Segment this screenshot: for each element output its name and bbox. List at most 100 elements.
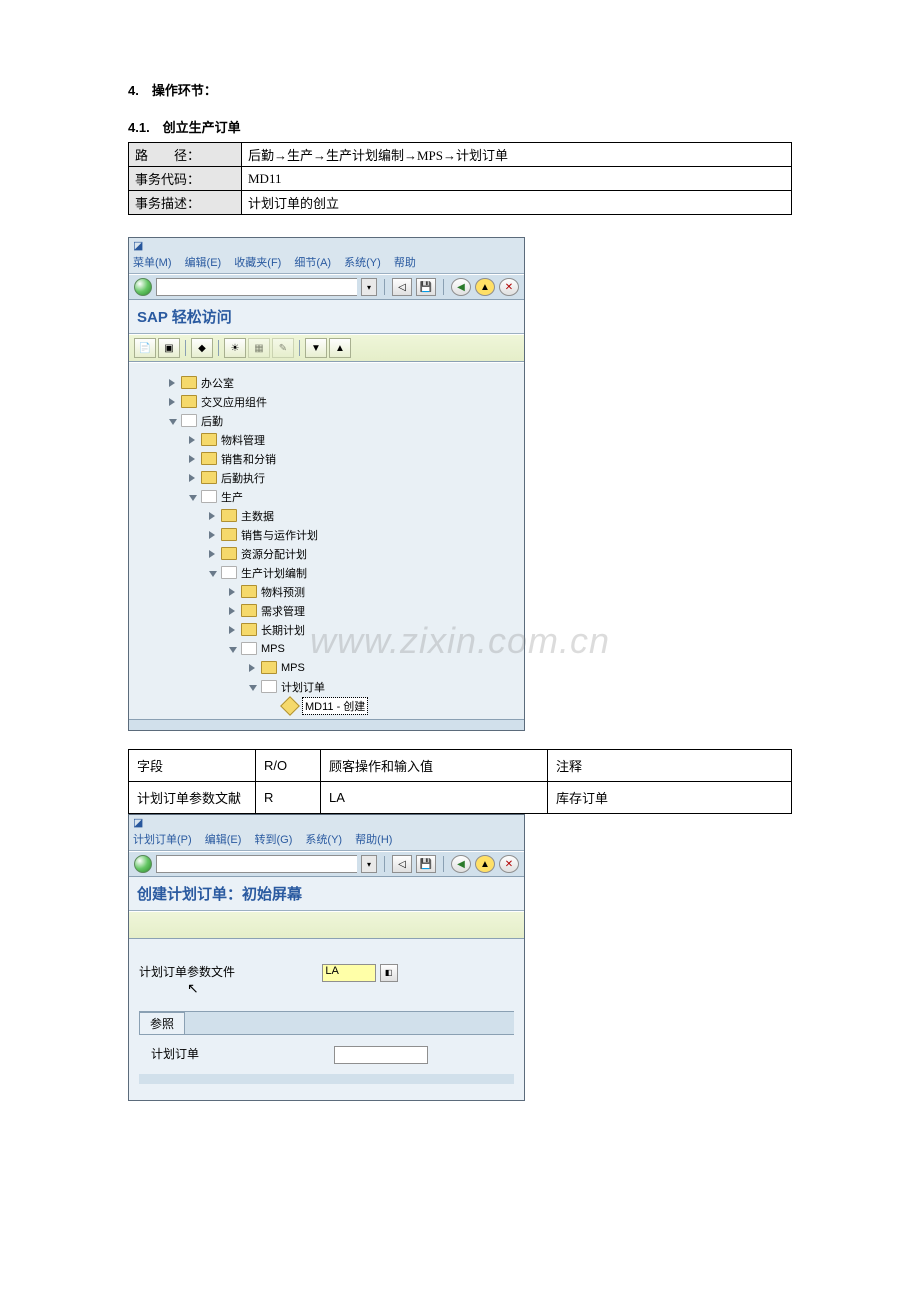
tree-leaf-label: MD11 - 创建 <box>303 698 367 714</box>
expand-icon[interactable] <box>209 569 217 577</box>
nav-exit-icon[interactable]: ▲ <box>475 855 495 873</box>
heading-4-1: 4.1. 创立生产订单 <box>128 117 792 136</box>
expand-icon[interactable] <box>209 531 217 539</box>
sap-easy-access-window: ◪ 菜单(M) 编辑(E) 收藏夹(F) 细节(A) 系统(Y) 帮助 ▾ ◁ … <box>128 237 525 731</box>
toolbar-btn[interactable]: ◆ <box>191 338 213 358</box>
reference-group: 参照 计划订单 <box>139 1011 514 1084</box>
reference-tab[interactable]: 参照 <box>139 1012 185 1034</box>
menu-item[interactable]: 收藏夹(F) <box>234 257 281 269</box>
menu-item[interactable]: 帮助(H) <box>355 834 392 846</box>
reference-label: 计划订单 <box>151 1045 331 1062</box>
expand-icon[interactable] <box>229 645 237 653</box>
tree-node[interactable]: 主数据 <box>129 506 524 525</box>
toolbar-btn[interactable]: 📄 <box>134 338 156 358</box>
save-icon[interactable]: 💾 <box>416 855 436 873</box>
tree-node[interactable]: 物料管理 <box>129 430 524 449</box>
menu-item[interactable]: 菜单(M) <box>133 257 172 269</box>
back-icon[interactable]: ◁ <box>392 855 412 873</box>
tree-node[interactable]: MPS <box>129 658 524 677</box>
tree-node-label: 需求管理 <box>261 603 305 619</box>
expand-icon[interactable] <box>169 417 177 425</box>
folder-icon <box>241 604 257 617</box>
toolbar-btn[interactable]: ▼ <box>305 338 327 358</box>
folder-icon <box>221 566 237 579</box>
nav-tree: 办公室交叉应用组件后勤物料管理销售和分销后勤执行生产主数据销售与运作计划资源分配… <box>129 362 524 719</box>
menu-item[interactable]: 编辑(E) <box>185 257 222 269</box>
menu-item[interactable]: 帮助 <box>394 257 416 269</box>
toolbar-btn[interactable]: ▦ <box>248 338 270 358</box>
save-icon[interactable]: 💾 <box>416 278 436 296</box>
tree-node-label: 销售与运作计划 <box>241 527 318 543</box>
tree-node[interactable]: 长期计划 <box>129 620 524 639</box>
menu-item[interactable]: 计划订单(P) <box>133 834 192 846</box>
menu-item[interactable]: 系统(Y) <box>305 834 342 846</box>
nav-cancel-icon[interactable]: ✕ <box>499 855 519 873</box>
reference-input[interactable] <box>334 1046 428 1064</box>
folder-icon <box>261 680 277 693</box>
expand-icon[interactable] <box>189 455 197 463</box>
expand-icon[interactable] <box>189 436 197 444</box>
toolbar-btn[interactable]: ☀ <box>224 338 246 358</box>
enter-icon[interactable] <box>134 855 152 873</box>
toolbar-btn[interactable]: ✎ <box>272 338 294 358</box>
folder-icon <box>181 395 197 408</box>
nav-cancel-icon[interactable]: ✕ <box>499 278 519 296</box>
cell-field: 计划订单参数文献 <box>129 782 256 814</box>
enter-icon[interactable] <box>134 278 152 296</box>
tree-node[interactable]: 后勤 <box>129 411 524 430</box>
tree-node[interactable]: 后勤执行 <box>129 468 524 487</box>
menu-item[interactable]: 转到(G) <box>254 834 292 846</box>
expand-icon[interactable] <box>249 683 257 691</box>
nav-exit-icon[interactable]: ▲ <box>475 278 495 296</box>
tree-node[interactable]: 计划订单 <box>129 677 524 696</box>
toolbar-btn[interactable]: ▣ <box>158 338 180 358</box>
tree-node-label: 长期计划 <box>261 622 305 638</box>
nav-back-icon[interactable]: ◀ <box>451 855 471 873</box>
menu-item[interactable]: 系统(Y) <box>344 257 381 269</box>
command-bar: ▾ ◁ 💾 ◀ ▲ ✕ <box>129 851 524 877</box>
tree-node[interactable]: 生产 <box>129 487 524 506</box>
tree-node[interactable]: 销售与运作计划 <box>129 525 524 544</box>
tree-node-label: 资源分配计划 <box>241 546 307 562</box>
tree-node[interactable]: 需求管理 <box>129 601 524 620</box>
expand-icon[interactable] <box>189 474 197 482</box>
toolbar-btn[interactable]: ▲ <box>329 338 351 358</box>
transaction-icon <box>280 696 300 716</box>
expand-icon[interactable] <box>209 512 217 520</box>
tree-node[interactable]: 生产计划编制 <box>129 563 524 582</box>
tree-node-label: 生产 <box>221 489 243 505</box>
nav-back-icon[interactable]: ◀ <box>451 278 471 296</box>
dropdown-icon[interactable]: ▾ <box>361 855 377 873</box>
folder-icon <box>201 452 217 465</box>
tree-node[interactable]: 交叉应用组件 <box>129 392 524 411</box>
expand-icon[interactable] <box>229 588 237 596</box>
info-label: 事务代码： <box>129 167 242 191</box>
field-table: 字段 R/O 顾客操作和输入值 注释 计划订单参数文献 R LA 库存订单 <box>128 749 792 814</box>
tree-node-label: 生产计划编制 <box>241 565 307 581</box>
expand-icon[interactable] <box>189 493 197 501</box>
tree-node[interactable]: 销售和分销 <box>129 449 524 468</box>
status-bar <box>129 719 524 730</box>
folder-icon <box>221 528 237 541</box>
tree-leaf[interactable]: MD11 - 创建 <box>129 696 524 715</box>
info-label: 事务描述： <box>129 191 242 215</box>
dropdown-icon[interactable]: ▾ <box>361 278 377 296</box>
expand-icon[interactable] <box>229 626 237 634</box>
expand-icon[interactable] <box>169 398 177 406</box>
menu-item[interactable]: 编辑(E) <box>205 834 242 846</box>
tree-node[interactable]: 物料预测 <box>129 582 524 601</box>
tree-node[interactable]: 资源分配计划 <box>129 544 524 563</box>
folder-icon <box>221 509 237 522</box>
menu-item[interactable]: 细节(A) <box>294 257 331 269</box>
window-title: 创建计划订单：初始屏幕 <box>129 877 524 911</box>
expand-icon[interactable] <box>249 664 257 672</box>
command-field[interactable] <box>156 855 357 873</box>
expand-icon[interactable] <box>209 550 217 558</box>
command-field[interactable] <box>156 278 357 296</box>
expand-icon[interactable] <box>169 379 177 387</box>
back-icon[interactable]: ◁ <box>392 278 412 296</box>
cell-ro: R <box>256 782 321 814</box>
tree-node[interactable]: 办公室 <box>129 373 524 392</box>
expand-icon[interactable] <box>229 607 237 615</box>
tree-node[interactable]: MPS <box>129 639 524 658</box>
